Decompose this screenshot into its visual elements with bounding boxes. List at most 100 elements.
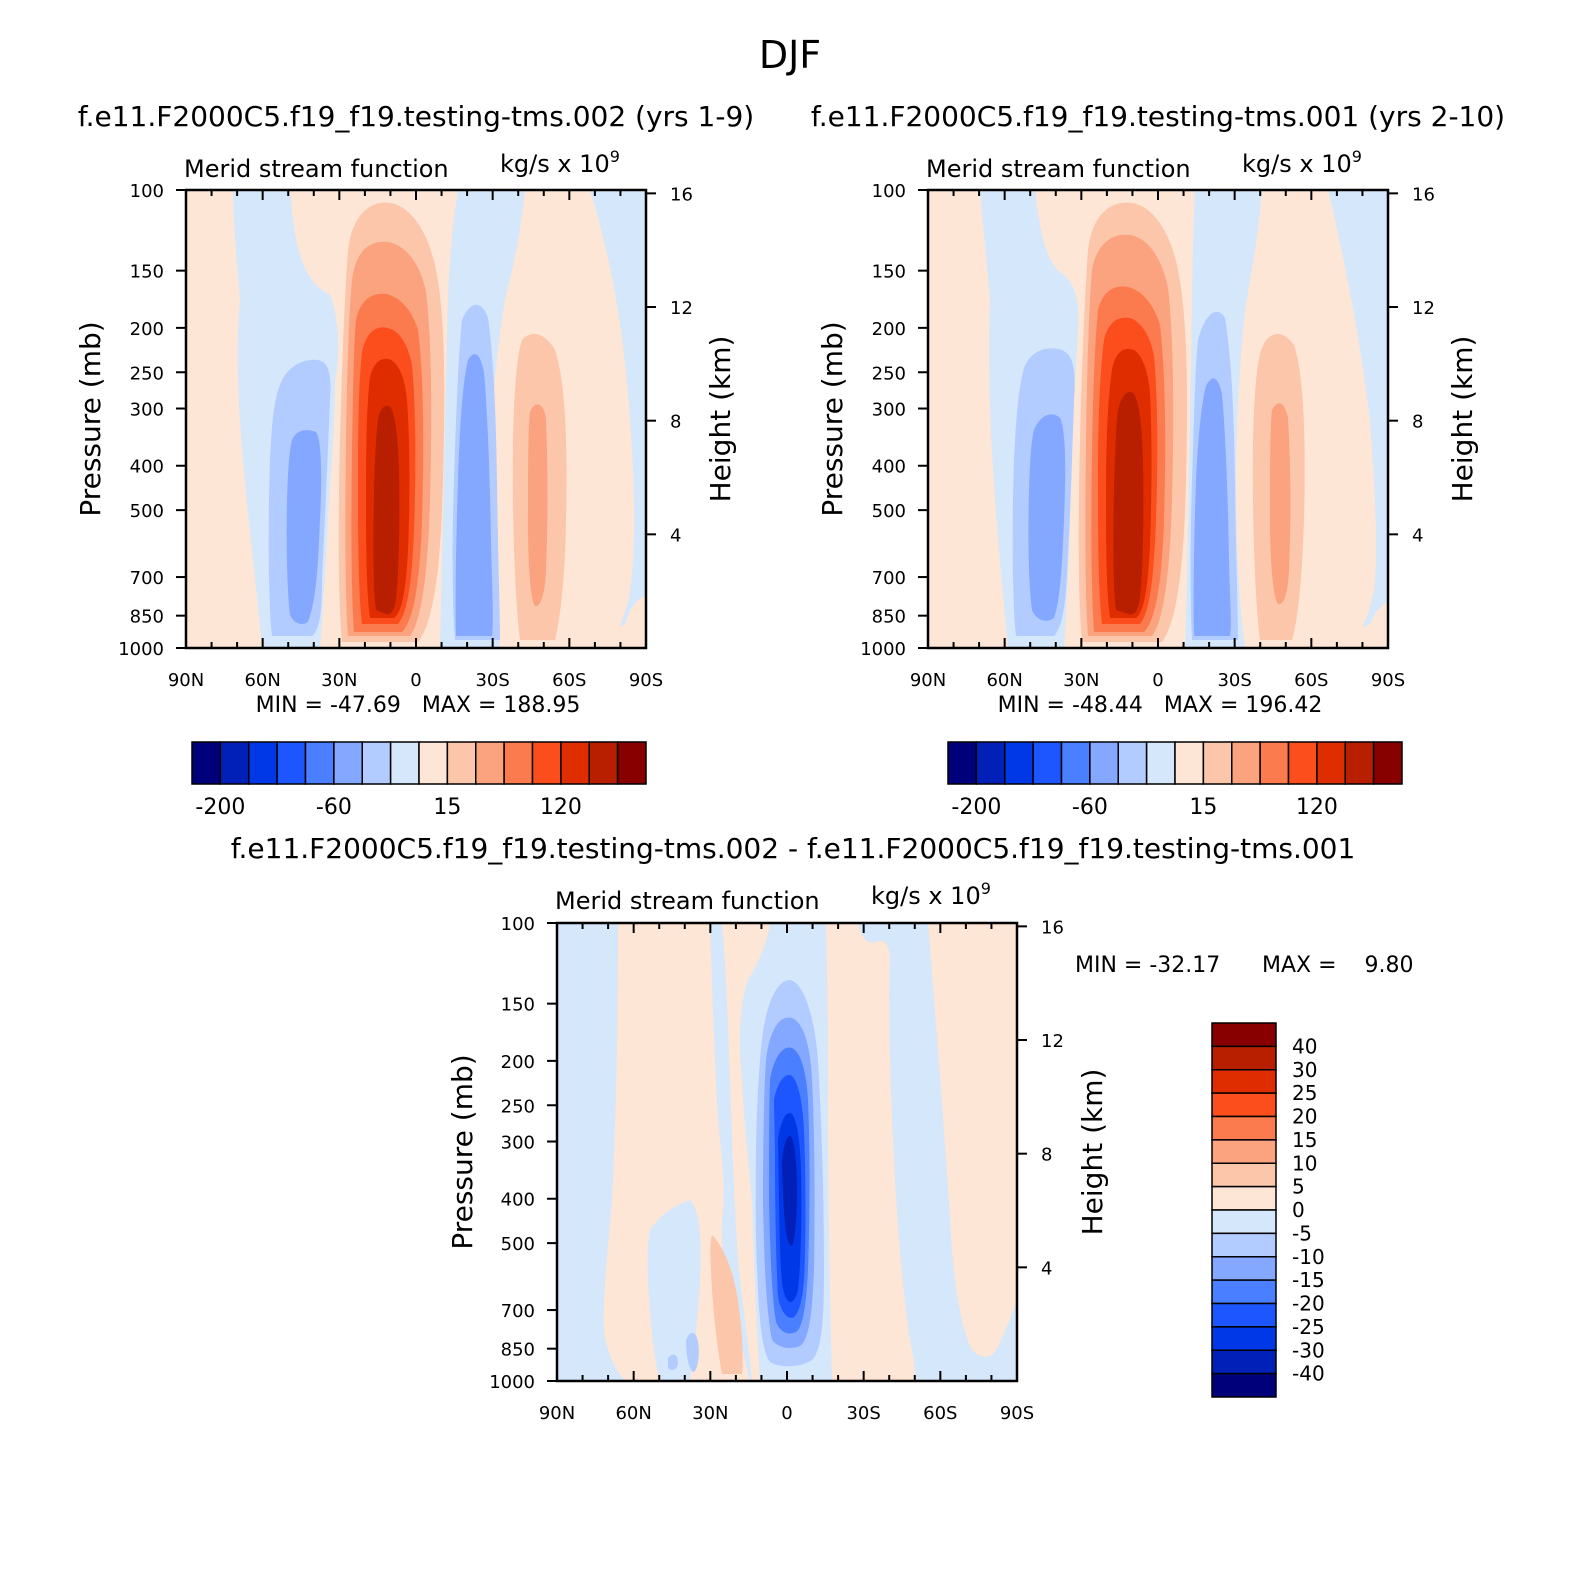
panel-c-pos-south-region — [826, 923, 915, 1381]
panel-b-units-exponent: 9 — [1352, 147, 1362, 166]
y-tick-label: 200 — [501, 1052, 535, 1073]
y-tick-label: 250 — [501, 1096, 535, 1117]
panel-c-contours — [557, 923, 1017, 1381]
panel-c-units-label: kg/s x 109 — [871, 879, 991, 910]
colorbar-swatch — [475, 741, 505, 785]
panel-c-case-title: f.e11.F2000C5.f19_f19.testing-tms.002 - … — [231, 832, 1356, 865]
panel-b-units-label: kg/s x 109 — [1242, 147, 1362, 178]
x-tick-label: 30S — [846, 1403, 880, 1424]
panel-c-stats-max: MAX = 9.80 — [1262, 953, 1414, 978]
colorbar-swatch — [1211, 1092, 1277, 1118]
panel-b-pos-south-level2 — [1270, 403, 1291, 605]
panel-b-colorbar: -200 -60 15 120 — [947, 741, 1403, 820]
colorbar-swatch — [1174, 741, 1205, 785]
colorbar-swatch — [1004, 741, 1034, 785]
panel-c-pos-center-band — [722, 923, 770, 1381]
height-tick-label: 12 — [1041, 1031, 1064, 1052]
panel-b-xticks: 90N 60N 30N 0 30S 60S 90S — [910, 190, 1405, 691]
colorbar-swatch — [1089, 741, 1119, 785]
x-tick-label: 60N — [986, 670, 1022, 691]
colorbar-swatch — [588, 741, 619, 785]
panel-c-pos-lowlevel-5 — [710, 1235, 743, 1374]
x-tick-label: 90N — [168, 670, 204, 691]
colorbar-swatch — [1211, 1326, 1277, 1351]
panel-a-variable-label: Merid stream function — [184, 155, 449, 183]
colorbar-swatch — [560, 741, 590, 785]
colorbar-swatch — [947, 741, 978, 785]
colorbar-swatch — [1145, 741, 1176, 785]
y-tick-label: 250 — [130, 363, 164, 384]
colorbar-swatch — [1259, 741, 1290, 785]
colorbar-swatch — [446, 741, 477, 785]
colorbar-label: -30 — [1292, 1338, 1325, 1362]
colorbar-swatch — [531, 741, 562, 785]
height-tick-label: 16 — [1412, 184, 1435, 205]
panel-c-yticks-right: 16 12 8 4 — [1017, 917, 1064, 1279]
y-tick-label: 300 — [872, 400, 906, 421]
colorbar-swatch — [333, 741, 363, 785]
y-tick-label: 200 — [872, 319, 906, 340]
panel-b-stats: MIN = -48.44 MAX = 196.42 — [998, 693, 1323, 718]
colorbar-swatch — [1316, 741, 1346, 785]
colorbar-swatch — [1211, 1045, 1277, 1071]
y-tick-label: 200 — [130, 319, 164, 340]
x-tick-label: 60N — [244, 670, 280, 691]
colorbar-label: 0 — [1292, 1198, 1305, 1222]
colorbar-swatch — [1211, 1069, 1277, 1094]
colorbar-swatch — [1287, 741, 1318, 785]
panel-b-variable-label: Merid stream function — [926, 155, 1191, 183]
colorbar-swatch — [1032, 741, 1063, 785]
height-tick-label: 4 — [670, 525, 681, 546]
panel-c-neg-level6 — [782, 1136, 797, 1246]
panel-a-case-title: f.e11.F2000C5.f19_f19.testing-tms.002 (y… — [78, 100, 754, 133]
panel-c-xticks: 90N 60N 30N 0 30S 60S 90S — [539, 923, 1034, 1424]
panel-a-yticks-left: 100 150 200 250 300 400 500 700 850 1000 — [118, 181, 186, 660]
height-tick-label: 8 — [670, 412, 681, 433]
panel-b-yticks-right: 16 12 8 4 — [1388, 184, 1435, 546]
y-tick-label: 100 — [130, 181, 164, 202]
panel-a-neg-south-level3 — [455, 354, 493, 636]
x-tick-label: 30N — [692, 1403, 728, 1424]
colorbar-label: -200 — [195, 795, 245, 820]
y-tick-label: 700 — [501, 1301, 535, 1322]
colorbar-label: 40 — [1292, 1034, 1317, 1058]
panel-b-pos-main-level6 — [1113, 391, 1144, 615]
panel-b-ylabel-left: Pressure (mb) — [816, 321, 849, 516]
panel-b-neg-polar-region — [1328, 190, 1388, 648]
colorbar-swatch — [361, 741, 392, 785]
colorbar-swatch — [1211, 1256, 1277, 1281]
colorbar-swatch — [1211, 1302, 1277, 1328]
colorbar-label: -20 — [1292, 1292, 1325, 1316]
y-tick-label: 850 — [501, 1340, 535, 1361]
x-tick-label: 90S — [629, 670, 663, 691]
panel-a-yticks-right: 16 12 8 4 — [646, 184, 693, 546]
panel-c-pos-far-south-region — [928, 923, 1017, 1357]
x-tick-label: 30S — [475, 670, 509, 691]
colorbar-swatch — [1202, 741, 1233, 785]
colorbar-swatch — [1211, 1115, 1277, 1141]
colorbar-swatch — [1344, 741, 1375, 785]
panel-b-yticks-left: 100 150 200 250 300 400 500 700 850 1000 — [860, 181, 928, 660]
panel-a-lowlevel-ridges — [595, 595, 646, 648]
colorbar-swatch — [1211, 1185, 1277, 1211]
colorbar-label: 25 — [1292, 1081, 1317, 1105]
panel-c-yticks-left: 100 150 200 250 300 400 500 700 850 1000 — [489, 914, 557, 1393]
colorbar-swatch — [1211, 1349, 1277, 1375]
y-tick-label: 400 — [872, 457, 906, 478]
colorbar-swatch — [219, 741, 250, 785]
panel-b-ylabel-right: Height (km) — [1446, 336, 1479, 503]
x-tick-label: 60S — [923, 1403, 957, 1424]
panel-c-ylabel-right: Height (km) — [1076, 1069, 1109, 1236]
colorbar-swatch — [616, 741, 647, 785]
x-tick-label: 0 — [410, 670, 421, 691]
height-tick-label: 12 — [1412, 298, 1435, 319]
colorbar-label: 30 — [1292, 1058, 1317, 1082]
colorbar-label: -40 — [1292, 1362, 1325, 1386]
y-tick-label: 500 — [872, 501, 906, 522]
y-tick-label: 1000 — [860, 639, 906, 660]
y-tick-label: 500 — [130, 501, 164, 522]
panel-b-neg-north-level3 — [1028, 414, 1066, 621]
panel-b-units: kg/s x 10 — [1242, 150, 1352, 178]
colorbar-swatch — [389, 741, 420, 785]
x-tick-label: 0 — [781, 1403, 792, 1424]
